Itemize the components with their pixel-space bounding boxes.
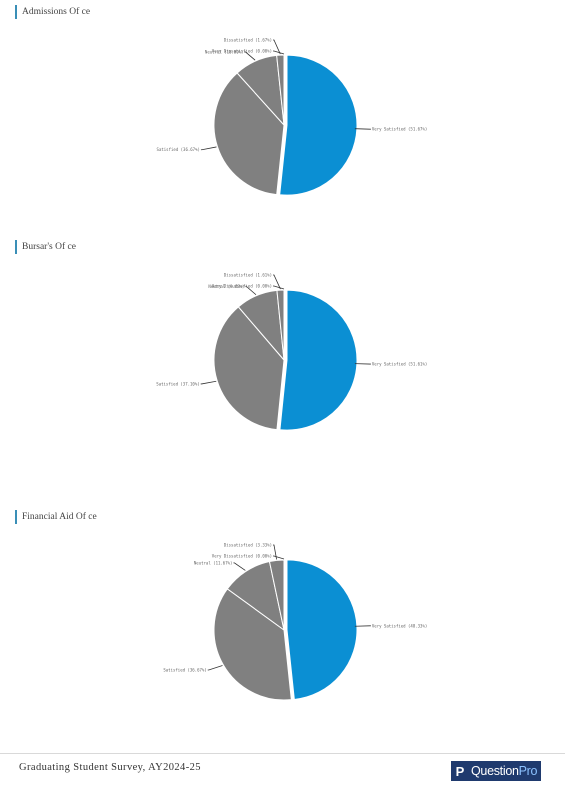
leader-line-dissatisfied <box>273 39 281 55</box>
leader-line-neutral <box>233 562 246 571</box>
pie-slice-satisfied <box>213 306 285 431</box>
leader-line-very-dissatisfied <box>273 50 285 55</box>
slice-label-satisfied: Satisfied (36.67%) <box>163 668 206 673</box>
pie-slice-dissatisfied <box>268 559 285 631</box>
leader-line-neutral <box>245 286 257 296</box>
pie-slice-dissatisfied <box>276 289 285 361</box>
leader-line-satisfied <box>200 380 217 385</box>
chart-title-admissions: Admissions Of ce <box>15 5 90 19</box>
pie-chart-admissions: Very Satisfied (51.67%) Satisfied (36.67%… <box>157 38 427 196</box>
logo-mark-icon: P <box>451 761 469 781</box>
pie-chart-bursar: Very Satisfied (51.61%) Satisfied (37.10%… <box>156 273 427 431</box>
slice-label-neutral: Neutral (10.00%) <box>205 49 244 54</box>
slice-label-very-satisfied: Very Satisfied (51.67%) <box>372 127 427 132</box>
slice-label-dissatisfied: Dissatisfied (3.33%) <box>224 543 272 548</box>
leader-line-dissatisfied <box>273 544 277 560</box>
slice-label-very-dissatisfied: Very Dissatisfied (0.00%) <box>212 284 272 289</box>
slice-label-satisfied: Satisfied (36.67%) <box>157 147 200 152</box>
slice-label-very-dissatisfied: Very Dissatisfied (0.00%) <box>212 554 272 559</box>
leader-line-very-dissatisfied <box>273 285 285 290</box>
leader-line-satisfied <box>207 665 223 671</box>
pie-slice-dissatisfied <box>276 54 285 126</box>
pie-slice-very-satisfied <box>286 559 358 701</box>
logo-wordmark: QuestionPro <box>469 761 542 781</box>
slice-label-dissatisfied: Dissatisfied (1.61%) <box>224 273 272 278</box>
footer-survey-title: Graduating Student Survey, AY2024-25 <box>19 762 201 773</box>
pie-chart-financial-aid: Very Satisfied (48.33%) Satisfied (36.67%… <box>163 543 427 701</box>
footer-divider <box>0 753 565 754</box>
logo-wordmark-pro: Pro <box>518 764 538 778</box>
leader-line-very-dissatisfied <box>273 555 285 560</box>
slice-label-very-satisfied: Very Satisfied (51.61%) <box>372 362 427 367</box>
slice-label-neutral: Neutral (9.68%) <box>208 284 244 289</box>
chart-title-bursar: Bursar's Of ce <box>15 240 76 254</box>
logo-wordmark-question: Question <box>471 764 519 778</box>
leader-line-neutral <box>244 51 256 61</box>
pie-slice-very-satisfied <box>279 289 358 431</box>
leader-line-satisfied <box>200 146 217 151</box>
slice-label-neutral: Neutral (11.67%) <box>194 560 233 565</box>
pie-slice-satisfied <box>213 72 285 196</box>
questionpro-logo: P QuestionPro <box>451 761 542 781</box>
slice-label-very-dissatisfied: Very Dissatisfied (0.00%) <box>212 49 272 54</box>
slice-label-satisfied: Satisfied (37.10%) <box>156 381 199 386</box>
chart-title-financial-aid: Financial Aid Of ce <box>15 510 97 524</box>
leader-line-dissatisfied <box>273 274 281 290</box>
pie-slice-satisfied <box>213 588 292 701</box>
pie-slice-very-satisfied <box>279 54 358 196</box>
slice-label-dissatisfied: Dissatisfied (1.67%) <box>224 38 272 43</box>
slice-label-very-satisfied: Very Satisfied (48.33%) <box>372 623 427 628</box>
